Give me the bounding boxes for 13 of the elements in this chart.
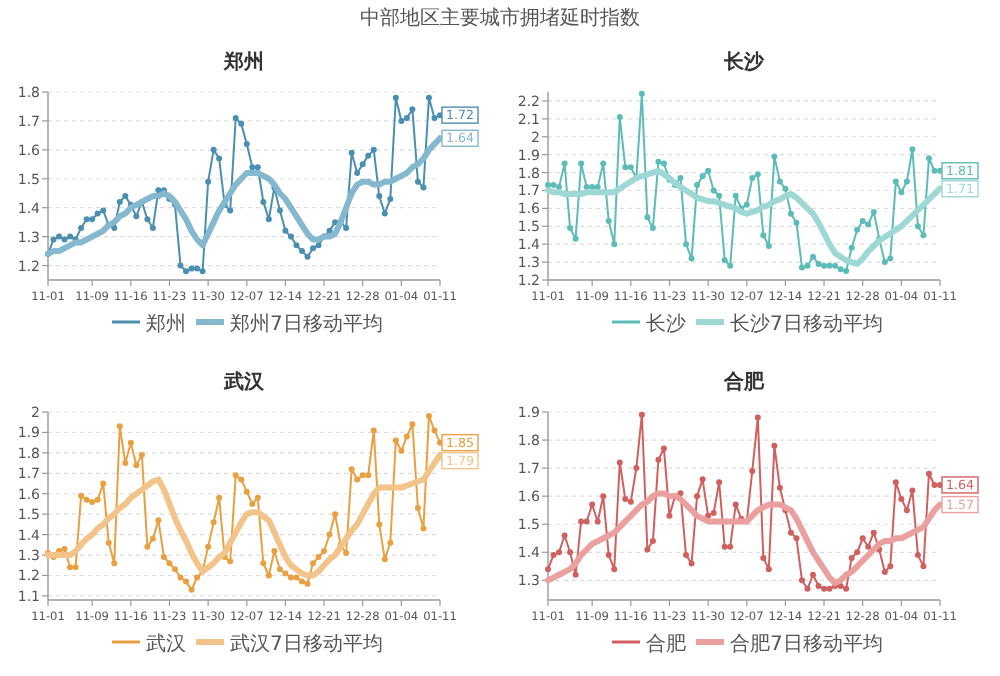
legend-label: 长沙7日移动平均 [730,312,883,336]
chart-title: 合肥 [722,370,766,394]
legend-label: 郑州7日移动平均 [230,312,383,336]
chart-title: 武汉 [222,370,266,394]
text: 中部地区主要城市拥堵延时指数 [360,6,640,30]
legend-label: 武汉7日移动平均 [230,632,383,656]
legend-label: 合肥7日移动平均 [730,632,883,656]
chart-title: 长沙 [722,50,766,74]
legend-label: 长沙 [646,312,686,336]
legend-label: 合肥 [646,632,686,656]
legend-label: 武汉 [146,632,186,656]
chart-title: 郑州 [222,50,264,74]
legend-label: 郑州 [146,312,186,336]
